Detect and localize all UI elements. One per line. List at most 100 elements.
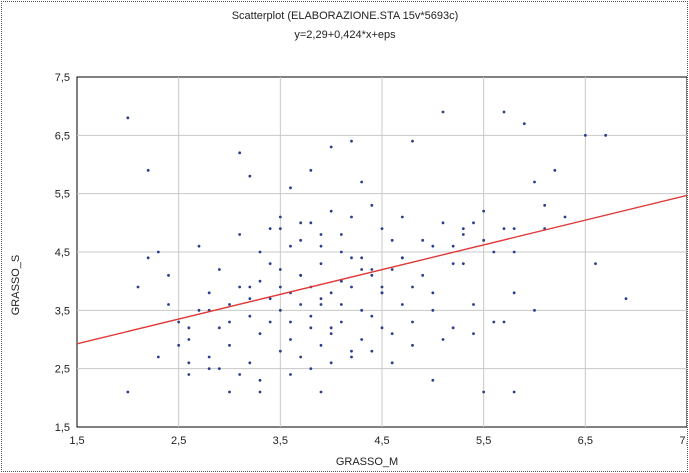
data-point	[441, 221, 445, 225]
x-tick-label: 4,5	[374, 435, 389, 447]
data-point	[472, 303, 475, 306]
data-point	[319, 262, 323, 266]
y-tick-label: 6,5	[55, 130, 70, 142]
data-point	[411, 139, 414, 143]
data-point	[207, 367, 211, 371]
data-point	[461, 233, 465, 236]
x-tick-labels: 1,5 2,5 3,5 4,5 5,5 6,5 7,5	[69, 435, 687, 447]
data-point	[299, 221, 303, 225]
data-point	[624, 297, 628, 301]
data-point	[360, 180, 364, 184]
data-point	[380, 285, 384, 289]
data-point	[390, 332, 394, 336]
data-point	[502, 320, 506, 324]
x-tick-label: 5,5	[476, 435, 491, 447]
data-point	[238, 285, 242, 289]
data-point	[248, 297, 252, 301]
data-point	[248, 314, 252, 318]
data-point	[512, 250, 516, 254]
data-point	[289, 373, 292, 376]
data-point	[309, 221, 313, 225]
data-point	[451, 262, 455, 266]
data-point	[431, 291, 435, 295]
data-point	[309, 168, 313, 172]
data-point	[411, 285, 414, 289]
data-point	[421, 238, 425, 242]
data-point	[238, 151, 242, 155]
data-point	[289, 244, 292, 248]
data-point	[360, 256, 364, 260]
y-axis-label: GRASSO_S	[10, 255, 22, 316]
data-point	[319, 297, 323, 301]
data-point	[278, 268, 282, 271]
data-point	[583, 133, 587, 137]
data-point	[441, 110, 445, 114]
data-point	[187, 338, 191, 341]
data-point	[411, 320, 414, 324]
data-point	[319, 303, 323, 306]
data-point	[370, 314, 374, 318]
data-point	[217, 326, 221, 330]
data-point	[370, 349, 374, 353]
data-point	[553, 168, 557, 172]
data-point	[400, 303, 404, 306]
data-point	[309, 314, 313, 318]
data-point	[309, 326, 313, 330]
data-point	[278, 308, 282, 312]
data-point	[177, 343, 181, 347]
x-tick-label: 2,5	[171, 435, 186, 447]
data-point	[238, 233, 242, 236]
data-point	[533, 180, 536, 184]
data-point	[461, 227, 465, 231]
y-tick-label: 4,5	[55, 247, 70, 259]
data-point	[319, 244, 323, 248]
data-point	[136, 285, 140, 289]
data-point	[299, 303, 303, 306]
data-point	[329, 332, 333, 336]
data-point	[360, 308, 364, 312]
data-point	[329, 361, 333, 365]
data-point	[350, 215, 353, 219]
data-point	[228, 303, 231, 306]
data-point	[207, 291, 211, 295]
data-point	[319, 233, 323, 236]
y-tick-label: 5,5	[55, 189, 70, 201]
x-axis-label: GRASSO_M	[336, 456, 398, 468]
data-point	[258, 332, 262, 336]
data-point	[543, 203, 547, 207]
data-point	[187, 373, 191, 376]
data-point	[156, 355, 160, 359]
data-point	[258, 390, 262, 394]
data-point	[451, 326, 455, 330]
data-point	[289, 338, 292, 341]
data-point	[431, 378, 435, 382]
data-point	[411, 343, 414, 347]
data-point	[177, 320, 181, 324]
data-point	[451, 244, 455, 248]
data-point	[370, 268, 374, 271]
x-tick-label: 6,5	[578, 435, 593, 447]
data-point	[339, 279, 343, 283]
data-point	[197, 308, 201, 312]
data-point	[126, 116, 130, 120]
data-point	[390, 238, 394, 242]
data-point	[421, 273, 425, 277]
data-point	[400, 215, 404, 219]
data-point	[167, 273, 170, 277]
data-point	[299, 238, 303, 242]
data-point	[502, 227, 506, 231]
data-point	[350, 139, 353, 143]
data-points	[126, 110, 628, 394]
data-point	[400, 256, 404, 260]
data-point	[329, 326, 333, 330]
data-point	[187, 361, 191, 365]
data-point	[156, 250, 160, 254]
y-tick-label: 1,5	[55, 422, 70, 434]
data-point	[492, 250, 496, 254]
data-point	[146, 256, 150, 260]
x-tick-label: 3,5	[273, 435, 288, 447]
data-point	[248, 174, 252, 178]
data-point	[248, 361, 252, 365]
data-point	[482, 390, 486, 394]
data-point	[268, 297, 272, 301]
